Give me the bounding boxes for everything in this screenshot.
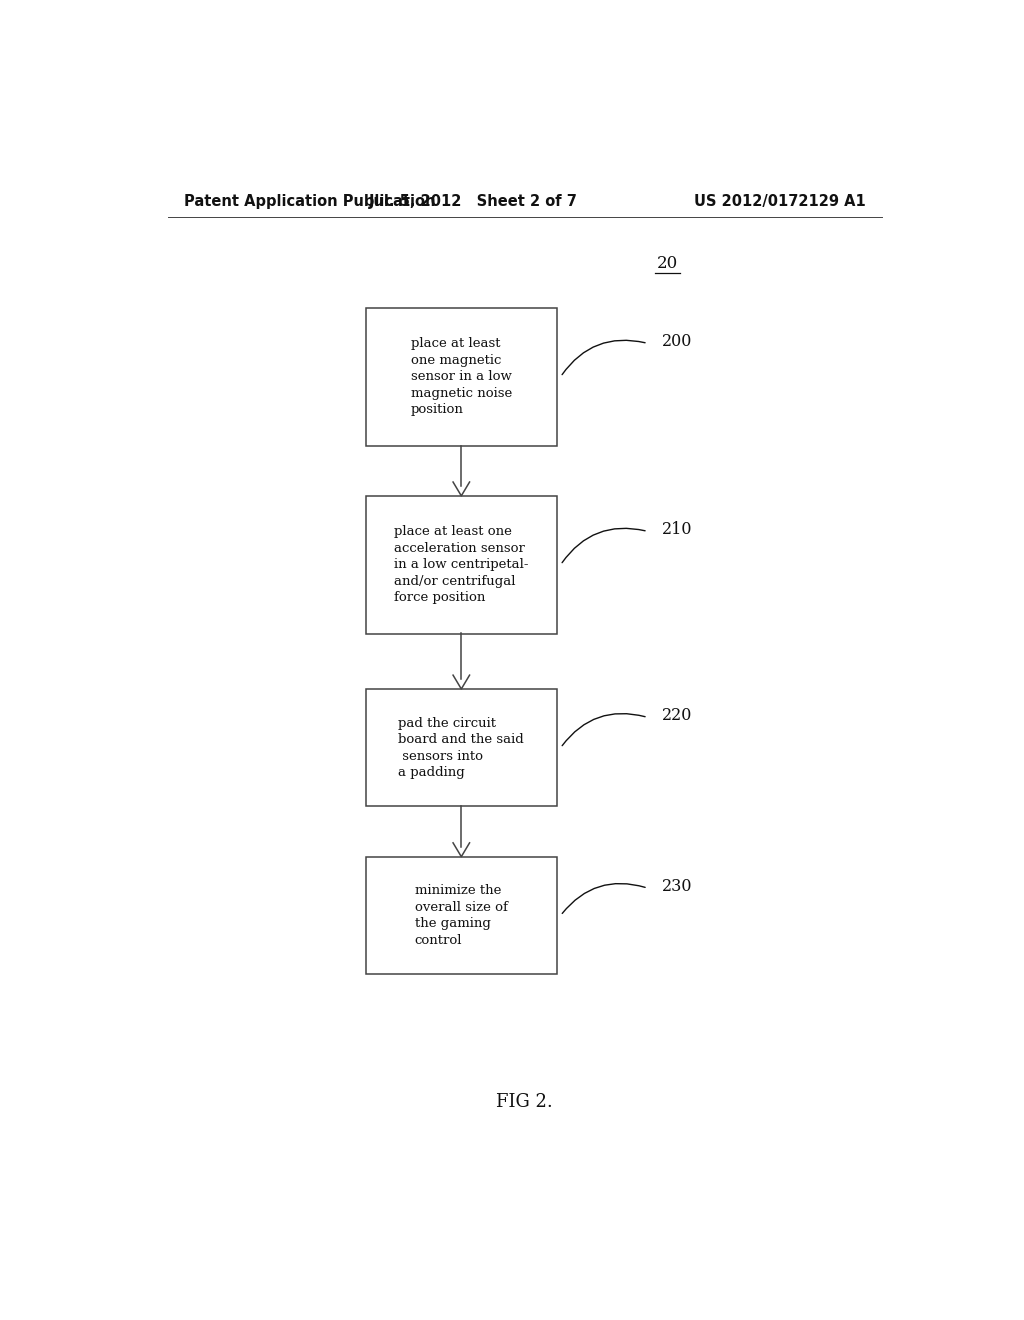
Bar bbox=[367, 857, 557, 974]
Text: 230: 230 bbox=[663, 878, 692, 895]
Text: place at least
one magnetic
sensor in a low
magnetic noise
position: place at least one magnetic sensor in a … bbox=[411, 338, 512, 416]
Text: minimize the
overall size of
the gaming
control: minimize the overall size of the gaming … bbox=[415, 884, 508, 946]
Text: 210: 210 bbox=[663, 521, 692, 537]
Bar bbox=[367, 496, 557, 634]
Text: pad the circuit
board and the said
 sensors into
a padding: pad the circuit board and the said senso… bbox=[398, 717, 524, 779]
Text: 220: 220 bbox=[663, 708, 692, 723]
Text: Patent Application Publication: Patent Application Publication bbox=[183, 194, 435, 209]
Text: place at least one
acceleration sensor
in a low centripetal-
and/or centrifugal
: place at least one acceleration sensor i… bbox=[394, 525, 528, 605]
Text: Jul. 5, 2012   Sheet 2 of 7: Jul. 5, 2012 Sheet 2 of 7 bbox=[369, 194, 578, 209]
Text: US 2012/0172129 A1: US 2012/0172129 A1 bbox=[694, 194, 866, 209]
Text: 20: 20 bbox=[657, 255, 678, 272]
Text: FIG 2.: FIG 2. bbox=[497, 1093, 553, 1110]
Text: 200: 200 bbox=[663, 333, 692, 350]
Bar bbox=[367, 309, 557, 446]
Bar bbox=[367, 689, 557, 807]
